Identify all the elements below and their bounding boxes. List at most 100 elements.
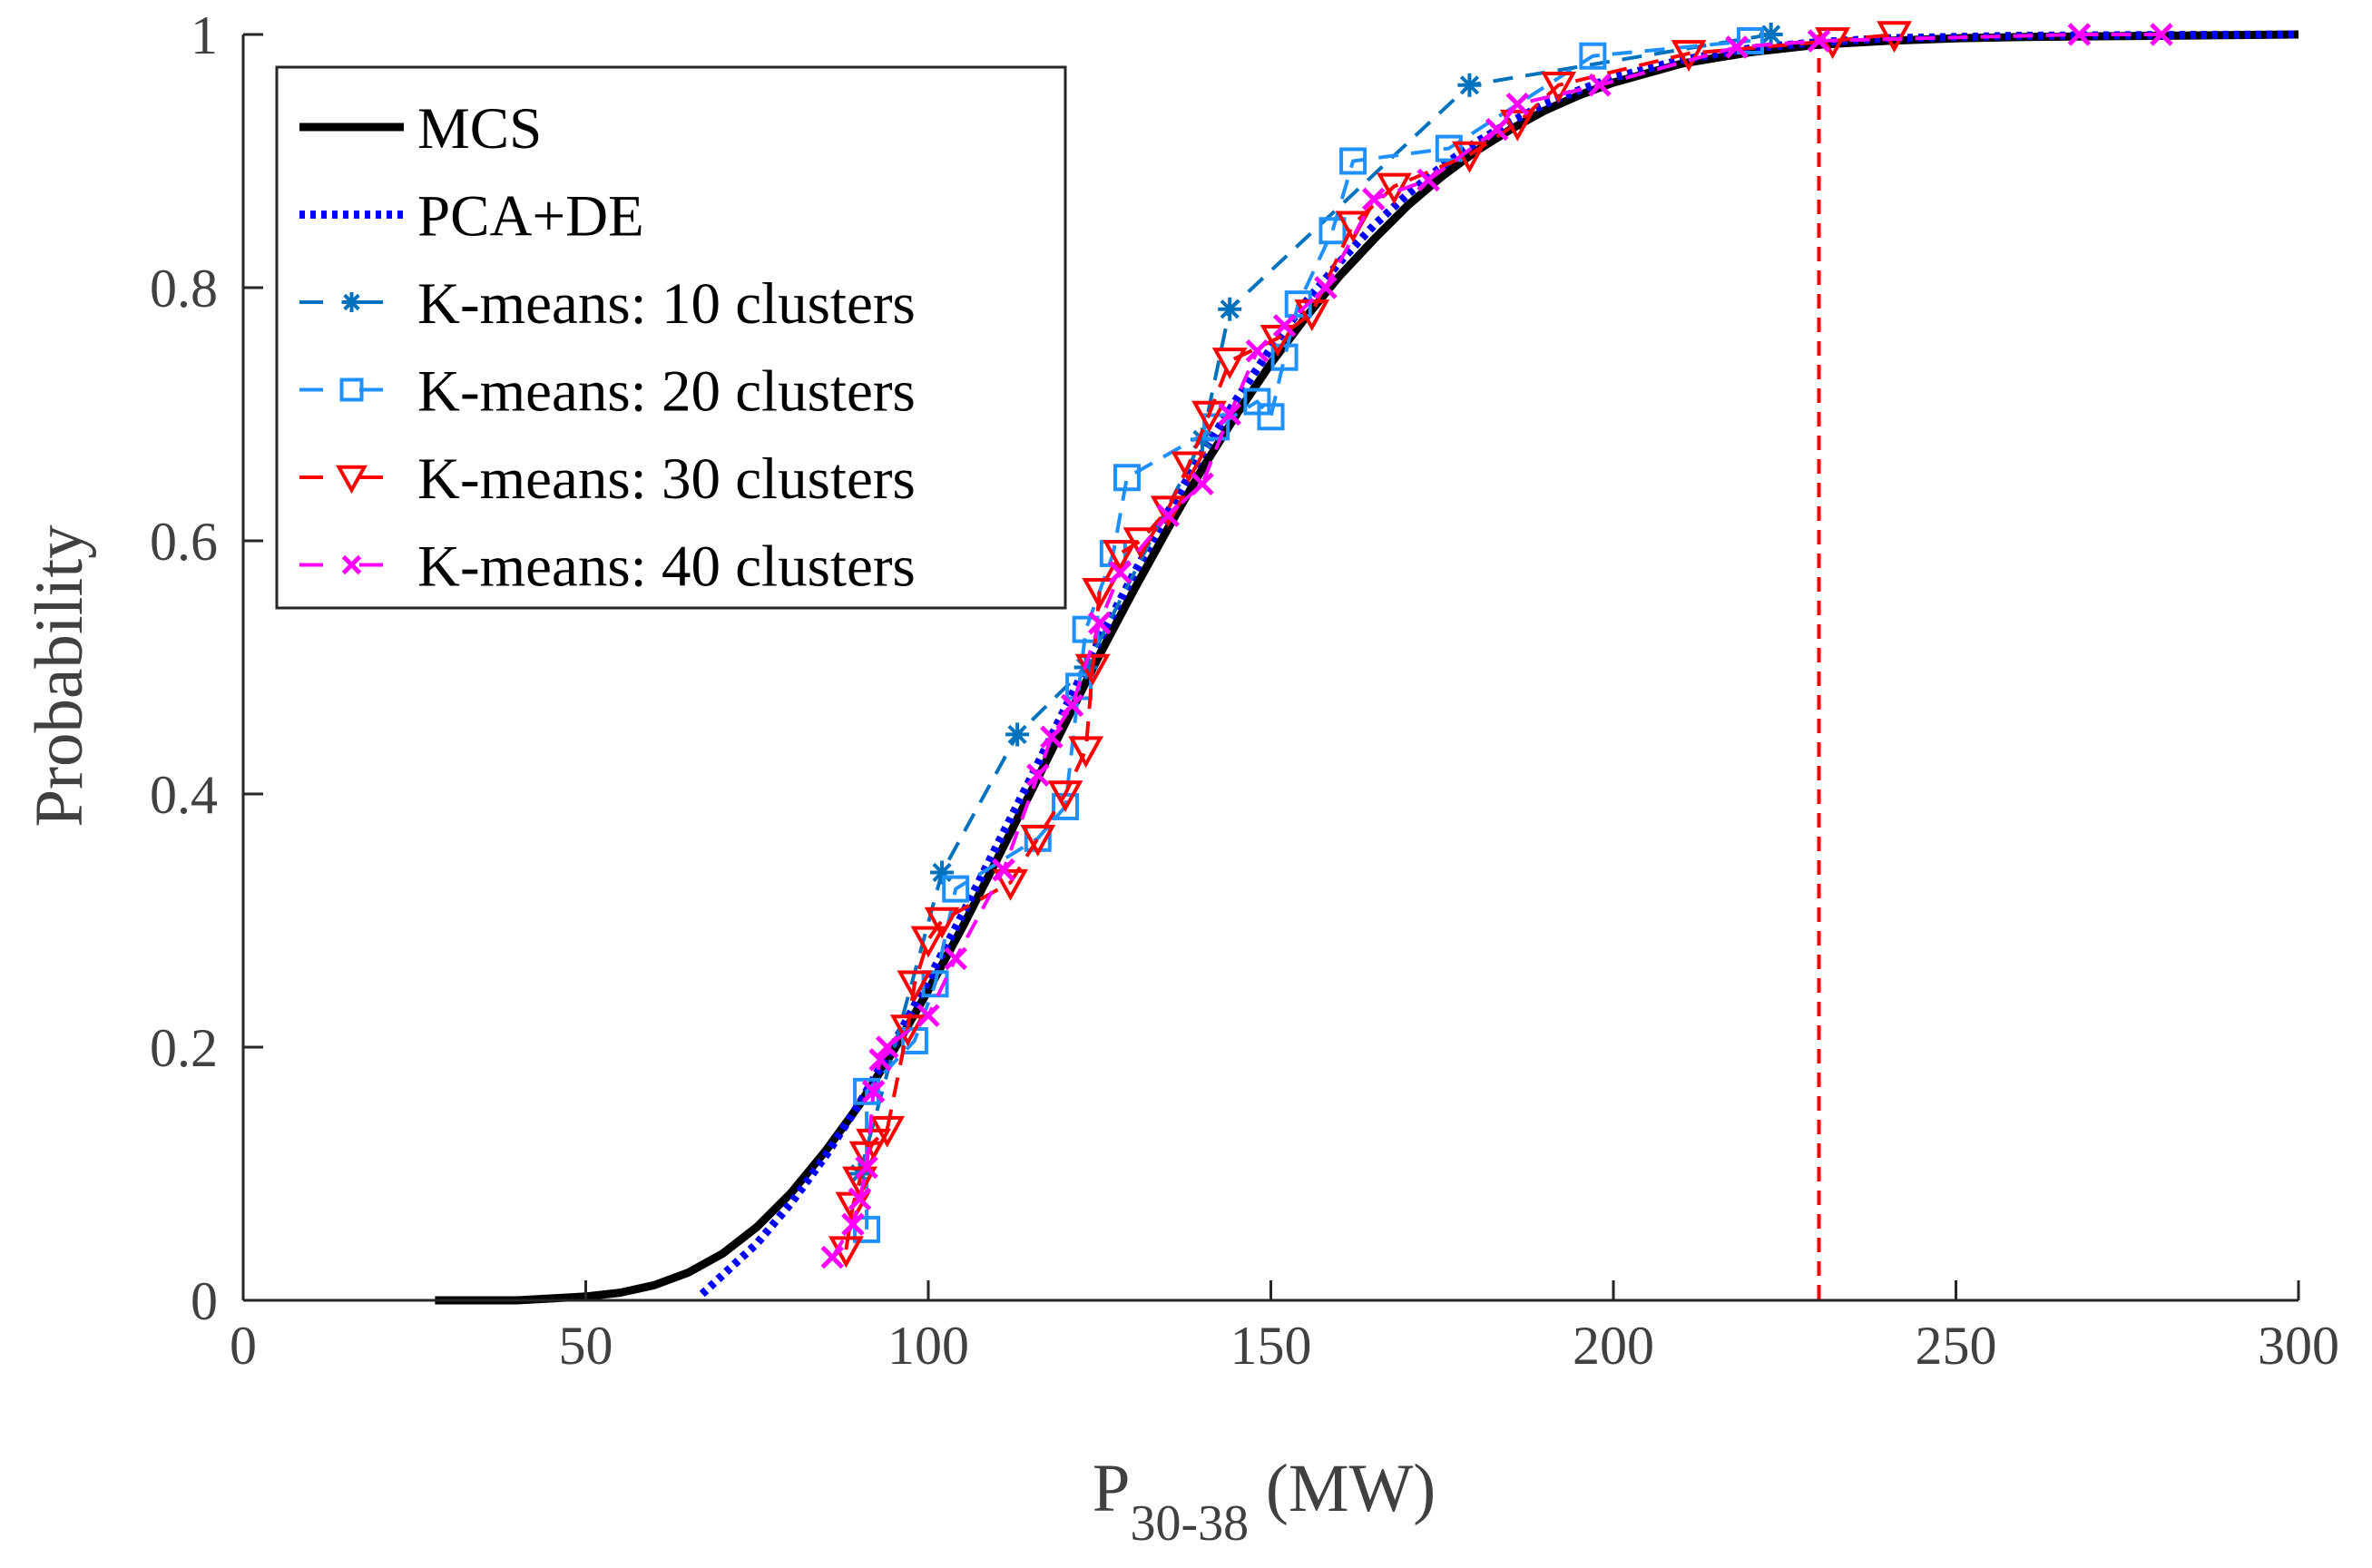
data-point-k-means-20-clusters bbox=[1257, 403, 1285, 431]
data-point-k-means-30-clusters bbox=[1068, 736, 1104, 769]
data-point-k-means-10-clusters bbox=[1218, 297, 1242, 321]
data-point-k-means-30-clusters bbox=[910, 926, 946, 958]
plot-area bbox=[435, 21, 2299, 1305]
x-tick-label: 300 bbox=[2258, 1316, 2339, 1376]
y-axis-title: Probability bbox=[22, 524, 97, 828]
series-k-means-40-clusters bbox=[820, 23, 2173, 1269]
data-point-k-means-10-clusters bbox=[930, 860, 955, 885]
data-point-k-means-40-clusters bbox=[1725, 35, 1749, 59]
series-line-k-means-10-clusters bbox=[858, 33, 1771, 1175]
series-line-k-means-20-clusters bbox=[865, 39, 1751, 1230]
data-point-k-means-20-clusters bbox=[942, 875, 970, 903]
data-point-k-means-30-clusters bbox=[1499, 109, 1535, 142]
data-point-k-means-30-clusters bbox=[1877, 21, 1912, 54]
data-point-k-means-40-clusters bbox=[2067, 23, 2092, 46]
data-point-k-means-30-clusters bbox=[1541, 72, 1576, 103]
legend-marker bbox=[339, 377, 364, 402]
x-tick-label: 200 bbox=[1573, 1316, 1654, 1376]
data-point-k-means-30-clusters bbox=[1082, 578, 1118, 610]
x-tick-label: 150 bbox=[1230, 1316, 1312, 1376]
series-k-means-10-clusters bbox=[848, 23, 1783, 1186]
x-tick-label: 250 bbox=[1916, 1316, 1997, 1376]
data-point-k-means-40-clusters bbox=[992, 858, 1015, 882]
data-point-k-means-20-clusters bbox=[1339, 147, 1367, 175]
data-point-k-means-30-clusters bbox=[1211, 348, 1248, 380]
data-point-k-means-30-clusters bbox=[924, 906, 960, 939]
data-point-k-means-30-clusters bbox=[1260, 325, 1296, 357]
data-point-k-means-20-clusters bbox=[853, 1077, 881, 1105]
data-point-k-means-40-clusters bbox=[1588, 74, 1612, 97]
data-point-k-means-10-clusters bbox=[1457, 73, 1482, 97]
data-point-k-means-20-clusters bbox=[1270, 343, 1299, 371]
data-point-k-means-30-clusters bbox=[1171, 451, 1207, 484]
data-point-k-means-40-clusters bbox=[1245, 338, 1269, 363]
legend-label: K-means: 20 clusters bbox=[417, 359, 916, 425]
data-point-k-means-40-clusters bbox=[855, 1155, 878, 1180]
data-point-k-means-20-clusters bbox=[1318, 217, 1347, 245]
x-tick-label: 0 bbox=[230, 1316, 257, 1376]
data-point-k-means-40-clusters bbox=[861, 1080, 886, 1103]
axes: 0 50 100 150 200 250 300 0 0.2 0.4 0.6 0.8 1 bbox=[150, 5, 2339, 1376]
x-ticks: 0 50 100 150 200 250 300 bbox=[230, 1280, 2339, 1376]
legend-item-mcs: MCS bbox=[299, 96, 542, 162]
y-tick-label: 0 bbox=[191, 1271, 218, 1331]
y-tick-label: 1 bbox=[191, 5, 218, 65]
data-point-k-means-40-clusters bbox=[820, 1245, 845, 1269]
data-point-k-means-10-clusters bbox=[1005, 722, 1030, 747]
y-ticks: 0 0.2 0.4 0.6 0.8 1 bbox=[150, 5, 263, 1331]
series-k-means-20-clusters bbox=[853, 26, 1764, 1243]
x-axis-title: P30-38 (MW) bbox=[1093, 1451, 1436, 1552]
data-point-k-means-40-clusters bbox=[868, 1048, 892, 1072]
data-point-k-means-40-clusters bbox=[841, 1212, 865, 1237]
data-point-k-means-20-clusters bbox=[1112, 464, 1141, 492]
data-point-k-means-40-clusters bbox=[1026, 763, 1050, 787]
data-point-k-means-30-clusters bbox=[856, 1128, 891, 1161]
legend-item-k-means-10-clusters: K-means: 10 clusters bbox=[299, 271, 916, 337]
data-point-k-means-30-clusters bbox=[897, 970, 933, 1003]
legend-item-k-means-20-clusters: K-means: 20 clusters bbox=[299, 359, 916, 425]
y-tick-label: 0.2 bbox=[150, 1018, 218, 1078]
data-point-k-means-40-clusters bbox=[2150, 23, 2173, 46]
data-point-k-means-40-clusters bbox=[875, 1035, 899, 1059]
data-point-k-means-30-clusters bbox=[889, 1014, 926, 1047]
data-point-k-means-30-clusters bbox=[993, 868, 1028, 901]
data-point-k-means-30-clusters bbox=[869, 1115, 906, 1148]
data-point-k-means-30-clusters bbox=[1103, 540, 1138, 573]
legend-label: K-means: 30 clusters bbox=[417, 446, 916, 512]
data-point-k-means-40-clusters bbox=[848, 1187, 872, 1211]
data-point-k-means-30-clusters bbox=[842, 1166, 877, 1199]
series-line-k-means-40-clusters bbox=[830, 33, 2161, 1259]
x-axis-title-unit: (MW) bbox=[1249, 1451, 1436, 1526]
data-point-k-means-40-clusters bbox=[1218, 402, 1241, 426]
data-point-k-means-40-clusters bbox=[1108, 561, 1132, 584]
data-point-k-means-20-clusters bbox=[1579, 42, 1607, 70]
data-point-k-means-40-clusters bbox=[1060, 693, 1084, 718]
legend-marker bbox=[336, 465, 368, 495]
x-axis-title-subscript: 30-38 bbox=[1130, 1495, 1249, 1552]
legend-marker bbox=[341, 554, 362, 575]
legend-label: MCS bbox=[417, 96, 542, 162]
data-point-k-means-40-clusters bbox=[1087, 611, 1112, 635]
legend-label: K-means: 10 clusters bbox=[417, 271, 916, 337]
data-point-k-means-40-clusters bbox=[944, 946, 967, 971]
data-point-k-means-40-clusters bbox=[1505, 92, 1530, 116]
data-point-k-means-40-clusters bbox=[1040, 725, 1063, 749]
data-point-k-means-40-clusters bbox=[1807, 29, 1831, 53]
y-tick-label: 0.6 bbox=[150, 512, 218, 572]
legend-label: K-means: 40 clusters bbox=[417, 534, 916, 600]
legend-marker bbox=[341, 292, 362, 312]
x-tick-label: 100 bbox=[887, 1316, 969, 1376]
legend: MCS PCA+DE K-means: 10 clusters K-means: 20… bbox=[275, 65, 1067, 610]
data-point-k-means-40-clusters bbox=[1416, 168, 1440, 192]
data-point-k-means-40-clusters bbox=[1485, 117, 1509, 142]
legend-item-k-means-30-clusters: K-means: 30 clusters bbox=[299, 446, 916, 512]
series-layer bbox=[435, 21, 2299, 1305]
data-point-k-means-30-clusters bbox=[1191, 400, 1227, 433]
data-point-k-means-20-clusters bbox=[1435, 134, 1463, 162]
data-point-k-means-40-clusters bbox=[1361, 187, 1386, 211]
legend-box bbox=[275, 65, 1067, 610]
data-point-k-means-40-clusters bbox=[1156, 504, 1181, 527]
data-point-k-means-20-clusters bbox=[1243, 387, 1271, 416]
data-point-k-means-30-clusters bbox=[1020, 825, 1056, 857]
data-point-k-means-40-clusters bbox=[1272, 314, 1297, 338]
